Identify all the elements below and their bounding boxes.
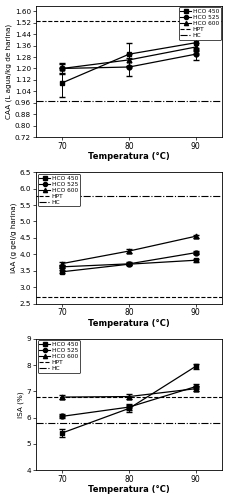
X-axis label: Temperatura (°C): Temperatura (°C) xyxy=(88,152,169,162)
Legend: HCO 450, HCO 525, HCO 600, HPT, HC: HCO 450, HCO 525, HCO 600, HPT, HC xyxy=(37,340,79,373)
Y-axis label: ISA (%): ISA (%) xyxy=(17,391,23,418)
Legend: HCO 450, HCO 525, HCO 600, HPT, HC: HCO 450, HCO 525, HCO 600, HPT, HC xyxy=(178,8,220,40)
Y-axis label: CAA (L agua/kg de harina): CAA (L agua/kg de harina) xyxy=(5,24,12,119)
Legend: HCO 450, HCO 525, HCO 600, HPT, HC: HCO 450, HCO 525, HCO 600, HPT, HC xyxy=(37,174,79,206)
X-axis label: Temperatura (°C): Temperatura (°C) xyxy=(88,486,169,494)
X-axis label: Temperatura (°C): Temperatura (°C) xyxy=(88,319,169,328)
Y-axis label: IAA (g gel/g harina): IAA (g gel/g harina) xyxy=(10,202,17,273)
